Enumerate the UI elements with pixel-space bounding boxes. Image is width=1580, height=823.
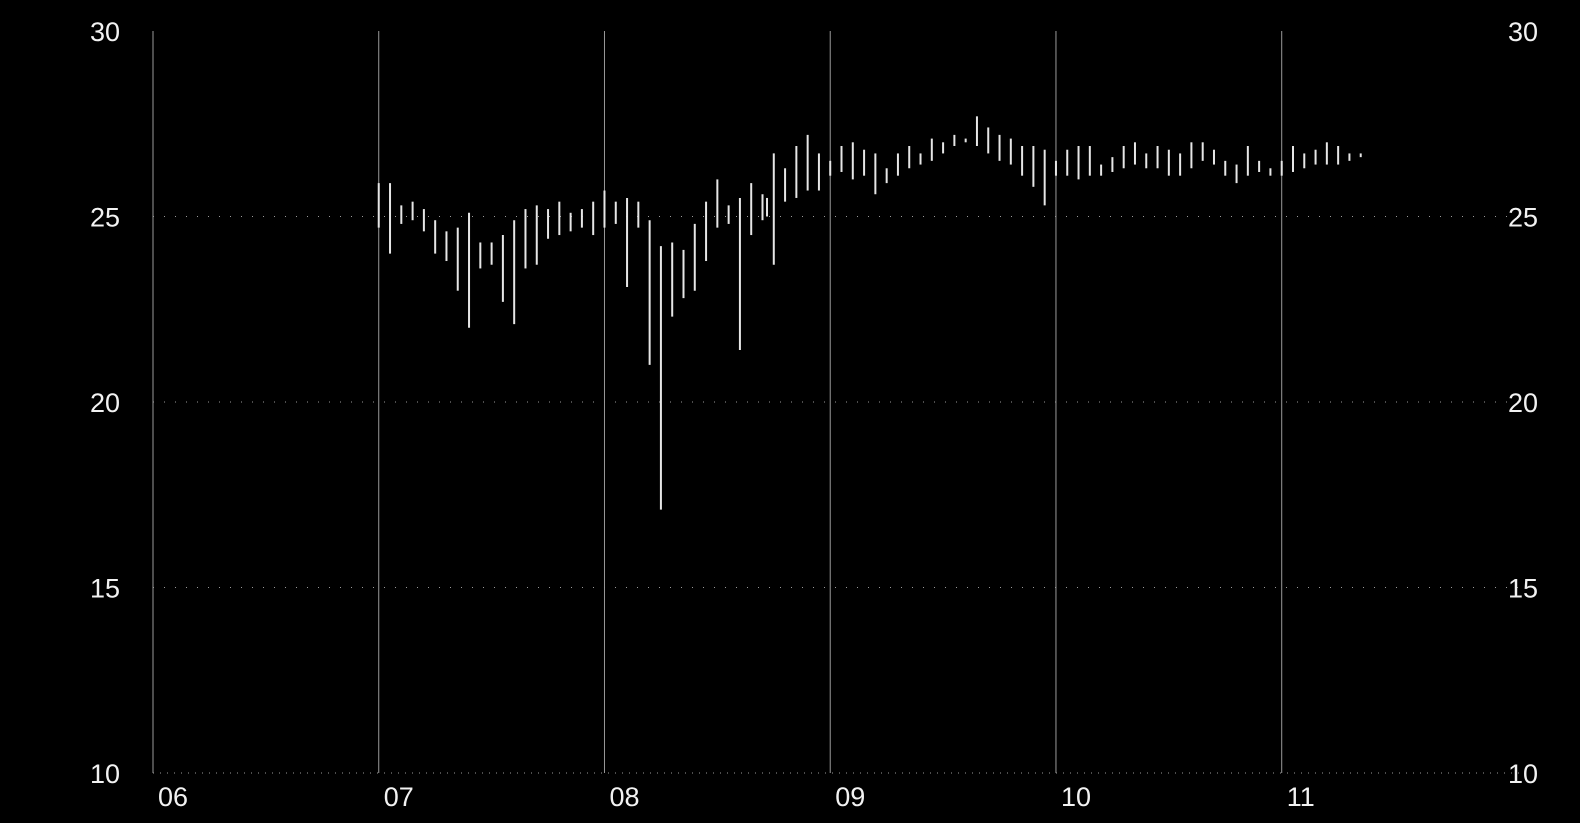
- y-tick-label-right: 10: [1508, 759, 1538, 789]
- x-tick-label: 10: [1061, 782, 1091, 812]
- x-tick-label: 07: [384, 782, 414, 812]
- x-tick-label: 08: [609, 782, 639, 812]
- y-tick-label-left: 25: [90, 203, 120, 233]
- y-tick-label-right: 15: [1508, 574, 1538, 604]
- y-tick-label-left: 20: [90, 388, 120, 418]
- y-tick-label-left: 30: [90, 17, 120, 47]
- y-tick-label-right: 30: [1508, 17, 1538, 47]
- x-tick-label: 11: [1287, 782, 1315, 812]
- x-tick-label: 06: [158, 782, 188, 812]
- y-tick-label-right: 20: [1508, 388, 1538, 418]
- x-tick-label: 09: [835, 782, 865, 812]
- y-tick-label-left: 15: [90, 574, 120, 604]
- y-tick-label-left: 10: [90, 759, 120, 789]
- y-tick-label-right: 25: [1508, 203, 1538, 233]
